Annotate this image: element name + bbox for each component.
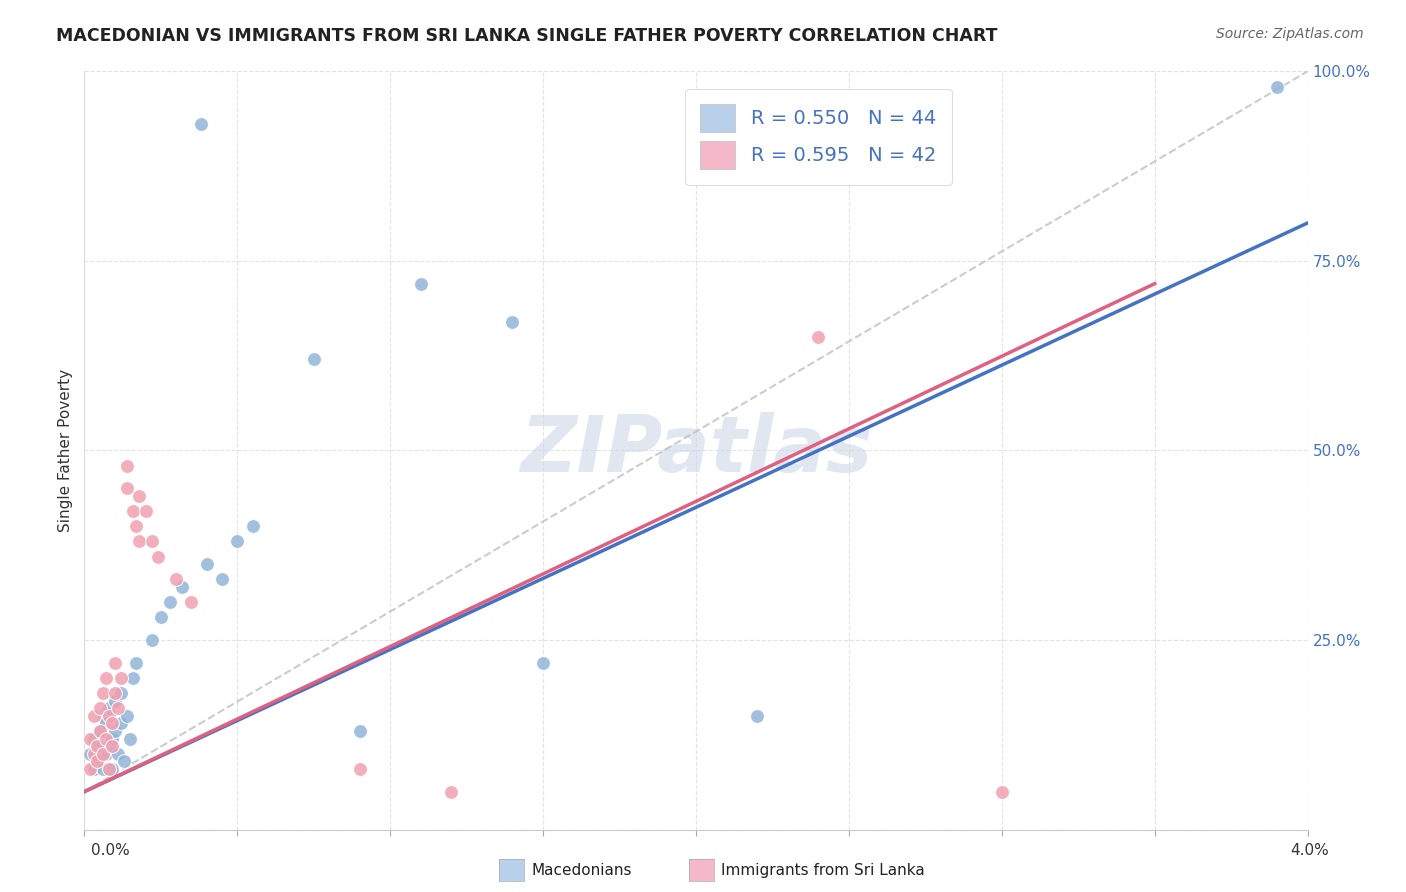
Point <box>101 716 124 731</box>
Point <box>1265 79 1288 94</box>
Text: Source: ZipAtlas.com: Source: ZipAtlas.com <box>1216 27 1364 41</box>
Point <box>107 747 129 761</box>
Point <box>226 534 249 549</box>
Point <box>94 731 117 746</box>
Text: ZIPatlas: ZIPatlas <box>520 412 872 489</box>
Point <box>747 708 769 723</box>
Point <box>97 739 120 753</box>
Point <box>302 352 325 367</box>
Point <box>91 762 114 776</box>
Point <box>242 519 264 533</box>
Text: 0.0%: 0.0% <box>91 843 131 857</box>
Point <box>83 762 105 776</box>
Point <box>79 731 101 746</box>
Point <box>91 686 114 700</box>
Point <box>159 595 181 609</box>
Point <box>190 117 212 131</box>
Point <box>97 762 120 776</box>
Point <box>110 671 132 685</box>
Point <box>180 595 202 609</box>
Point <box>991 785 1014 799</box>
Point <box>91 708 114 723</box>
Point <box>115 482 138 496</box>
Point <box>101 739 124 753</box>
Point <box>83 747 105 761</box>
Point <box>128 534 150 549</box>
Point <box>115 458 138 473</box>
Point <box>115 708 138 723</box>
Text: Immigrants from Sri Lanka: Immigrants from Sri Lanka <box>721 863 925 878</box>
Point <box>104 656 127 670</box>
Point <box>211 573 233 587</box>
Point <box>135 504 157 518</box>
Point <box>807 330 830 344</box>
Point <box>91 747 114 761</box>
Point <box>86 739 108 753</box>
Point <box>83 708 105 723</box>
Point <box>172 580 194 594</box>
Point <box>409 277 432 291</box>
Point <box>122 504 145 518</box>
Text: MACEDONIAN VS IMMIGRANTS FROM SRI LANKA SINGLE FATHER POVERTY CORRELATION CHART: MACEDONIAN VS IMMIGRANTS FROM SRI LANKA … <box>56 27 998 45</box>
Point <box>107 701 129 715</box>
Point <box>146 549 169 564</box>
Point <box>86 755 108 769</box>
Point <box>349 724 371 739</box>
Point <box>165 573 187 587</box>
Point <box>195 557 218 572</box>
Point <box>122 671 145 685</box>
Point <box>83 731 105 746</box>
Point <box>141 633 163 648</box>
Point <box>101 762 124 776</box>
Point <box>97 701 120 715</box>
Point <box>89 701 111 715</box>
Point <box>110 686 132 700</box>
Point <box>141 534 163 549</box>
Point <box>104 724 127 739</box>
Point <box>125 519 148 533</box>
Point <box>110 716 132 731</box>
Text: Macedonians: Macedonians <box>531 863 631 878</box>
Point <box>104 686 127 700</box>
Point <box>94 747 117 761</box>
Point <box>89 747 111 761</box>
Point <box>125 656 148 670</box>
Point <box>79 747 101 761</box>
Point <box>128 489 150 503</box>
Text: 4.0%: 4.0% <box>1289 843 1329 857</box>
Y-axis label: Single Father Poverty: Single Father Poverty <box>58 369 73 532</box>
Point <box>120 731 142 746</box>
Point <box>531 656 554 670</box>
Point <box>502 315 524 329</box>
Point <box>97 708 120 723</box>
Point <box>112 755 135 769</box>
Point <box>89 724 111 739</box>
Point <box>101 731 124 746</box>
Point <box>349 762 371 776</box>
Point <box>89 724 111 739</box>
Point <box>149 610 172 624</box>
Point <box>79 762 101 776</box>
Point <box>440 785 463 799</box>
Point <box>104 694 127 708</box>
Point <box>86 739 108 753</box>
Legend: R = 0.550   N = 44, R = 0.595   N = 42: R = 0.550 N = 44, R = 0.595 N = 42 <box>685 88 952 185</box>
Point <box>86 755 108 769</box>
Point <box>94 671 117 685</box>
Point <box>94 716 117 731</box>
